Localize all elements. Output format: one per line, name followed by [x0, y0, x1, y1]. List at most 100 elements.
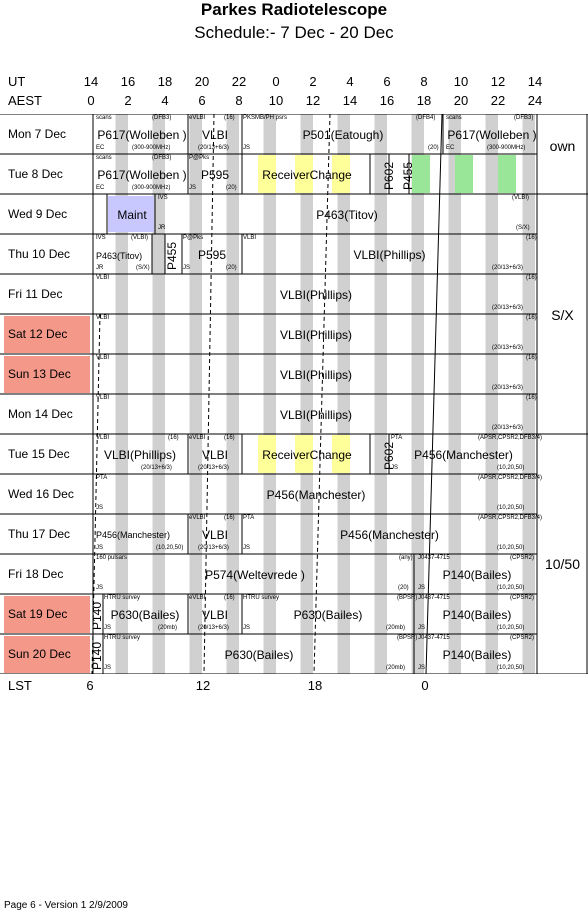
block-tag: JS — [391, 465, 399, 471]
block-p455[interactable]: P455 — [165, 241, 179, 271]
block-tag: eVLBI — [189, 515, 206, 521]
aest-tick: 16 — [379, 93, 395, 108]
day-label: Mon 14 Dec — [8, 407, 73, 421]
block-vlbi[interactable]: VLBI — [201, 448, 228, 462]
day-label: Fri 11 Dec — [8, 287, 63, 301]
block-p602[interactable]: P602 — [382, 161, 396, 191]
block-tag: PTA — [391, 435, 403, 441]
side-label-10-50: 10/50 — [544, 556, 581, 572]
block-p140-vertical[interactable]: P140 — [90, 601, 104, 631]
grid-lines — [0, 114, 588, 674]
block-vlbi-phillips[interactable]: VLBI(Phillips) — [279, 408, 353, 422]
row-wed-16: PTA (APSR,CPSR2,DFB3/4) P456(Manchester)… — [0, 474, 588, 514]
aest-label: AEST — [8, 93, 42, 108]
block-tag: scans — [96, 155, 112, 161]
block-tag: (20mb) — [158, 625, 178, 631]
block-vlbi[interactable]: VLBI — [201, 608, 228, 622]
block-p140-vertical[interactable]: P140 — [90, 641, 104, 671]
block-p501[interactable]: P501(Eatough) — [302, 128, 384, 142]
block-tag: (20) — [428, 145, 439, 151]
block-vlbi-phillips[interactable]: VLBI(Phillips) — [279, 328, 353, 342]
block-vlbi-phillips[interactable]: VLBI(Phillips) — [279, 288, 353, 302]
block-tag: VLBI — [96, 395, 110, 401]
block-p456[interactable]: P456(Manchester) — [96, 530, 171, 540]
block-p456[interactable]: P456(Manchester) — [414, 448, 513, 462]
ut-tick: 2 — [309, 74, 317, 89]
block-tag: VLBI — [96, 355, 110, 361]
block-tag: (16) — [526, 235, 537, 241]
block-tag: 160 pulsars — [96, 555, 128, 561]
block-p617-b[interactable]: P617(Wolleben ) — [447, 128, 537, 142]
lst-tick: 6 — [86, 678, 94, 693]
day-label: Sat 19 Dec — [4, 596, 90, 633]
block-tag: P@Pks — [183, 235, 204, 241]
block-tag: (10,20,50) — [497, 625, 525, 631]
block-p595[interactable]: P595 — [200, 168, 230, 182]
row-wed-9: Maint IVS JR P463(Titov) (VLBI) (S/X) — [0, 194, 588, 234]
row-sat-12: VLBI (16) VLBI(Phillips) (20/13+6/3) — [0, 314, 588, 354]
block-tag: JS — [104, 665, 112, 671]
block-tag: JS — [96, 585, 104, 591]
lst-line-18 — [313, 114, 331, 674]
block-p630[interactable]: P630(Bailes) — [224, 648, 294, 662]
block-p140[interactable]: P140(Bailes) — [442, 608, 512, 622]
block-tag: (16) — [526, 355, 537, 361]
block-tag: VLBI — [243, 235, 257, 241]
block-tag: (CPSR2) — [510, 635, 535, 641]
receiver-change-highlight — [332, 435, 350, 473]
day-label: Wed 16 Dec — [8, 487, 74, 501]
block-tag: (VLBI) — [512, 195, 530, 201]
receiver-change-highlight — [295, 155, 313, 193]
aest-tick: 22 — [490, 93, 506, 108]
ut-tick: 4 — [346, 74, 354, 89]
block-tag: JS — [243, 145, 251, 151]
lst-tick: 12 — [195, 678, 211, 693]
day-label: Tue 8 Dec — [8, 167, 63, 181]
row-thu-17: P456(Manchester) JS (10,20,50) eVLBI (16… — [0, 514, 588, 554]
block-vlbi-phillips[interactable]: VLBI(Phillips) — [103, 448, 177, 462]
block-p595[interactable]: P595 — [197, 248, 227, 262]
block-tag: (DFB3) — [152, 155, 172, 161]
block-tag: PTA — [96, 475, 108, 481]
block-maint[interactable]: Maint — [117, 208, 147, 222]
aest-tick: 12 — [305, 93, 321, 108]
block-p456[interactable]: P456(Manchester) — [266, 488, 366, 502]
block-tag: (10,20,50) — [156, 545, 184, 551]
block-tag: IVS — [158, 195, 168, 201]
block-tag: HTRU survey — [104, 595, 141, 601]
block-p617[interactable]: P617(Wolleben ) — [97, 168, 187, 182]
ut-label: UT — [8, 74, 26, 89]
block-tag: HTRU survey — [243, 595, 280, 601]
block-receiver-change[interactable]: ReceiverChange — [262, 168, 352, 182]
block-p463[interactable]: P463(Titov) — [96, 251, 143, 261]
block-p617[interactable]: P617(Wolleben ) — [97, 128, 187, 142]
block-p630[interactable]: P630(Bailes) — [110, 608, 180, 622]
block-p456-b[interactable]: P456(Manchester) — [340, 528, 439, 542]
aest-tick: 18 — [416, 93, 432, 108]
lst-label: LST — [8, 678, 32, 693]
block-vlbi[interactable]: VLBI — [201, 128, 228, 142]
block-p140[interactable]: P140(Bailes) — [442, 568, 512, 582]
row-fri-18: 160 pulsars P574(Weltevrede ) JS (any) (… — [0, 554, 588, 594]
block-tag: VLBI — [96, 315, 110, 321]
block-receiver-change[interactable]: ReceiverChange — [262, 448, 352, 462]
aest-tick: 10 — [268, 93, 284, 108]
block-p140[interactable]: P140(Bailes) — [442, 648, 512, 662]
block-tag: (20/13+6/3) — [198, 545, 229, 551]
day-label: Tue 15 Dec — [8, 447, 70, 461]
block-p455[interactable]: P455 — [401, 161, 415, 191]
row-mon-14: VLBI (16) VLBI(Phillips) (20/13+6/3) — [0, 394, 588, 434]
ut-tick: 12 — [490, 74, 506, 89]
block-tag: (16) — [526, 395, 537, 401]
block-p630-b[interactable]: P630(Bailes) — [293, 608, 363, 622]
aest-tick: 2 — [124, 93, 132, 108]
block-vlbi[interactable]: VLBI — [201, 528, 228, 542]
side-label-sx: S/X — [551, 307, 574, 323]
block-tag: (VLBI) — [131, 235, 149, 241]
block-vlbi-phillips[interactable]: VLBI(Phillips) — [353, 248, 426, 262]
block-p574[interactable]: P574(Weltevrede ) — [205, 568, 305, 582]
block-vlbi-phillips[interactable]: VLBI(Phillips) — [279, 368, 353, 382]
block-p463[interactable]: P463(Titov) — [316, 208, 378, 222]
lst-line-0 — [425, 114, 443, 674]
ut-tick: 10 — [453, 74, 469, 89]
